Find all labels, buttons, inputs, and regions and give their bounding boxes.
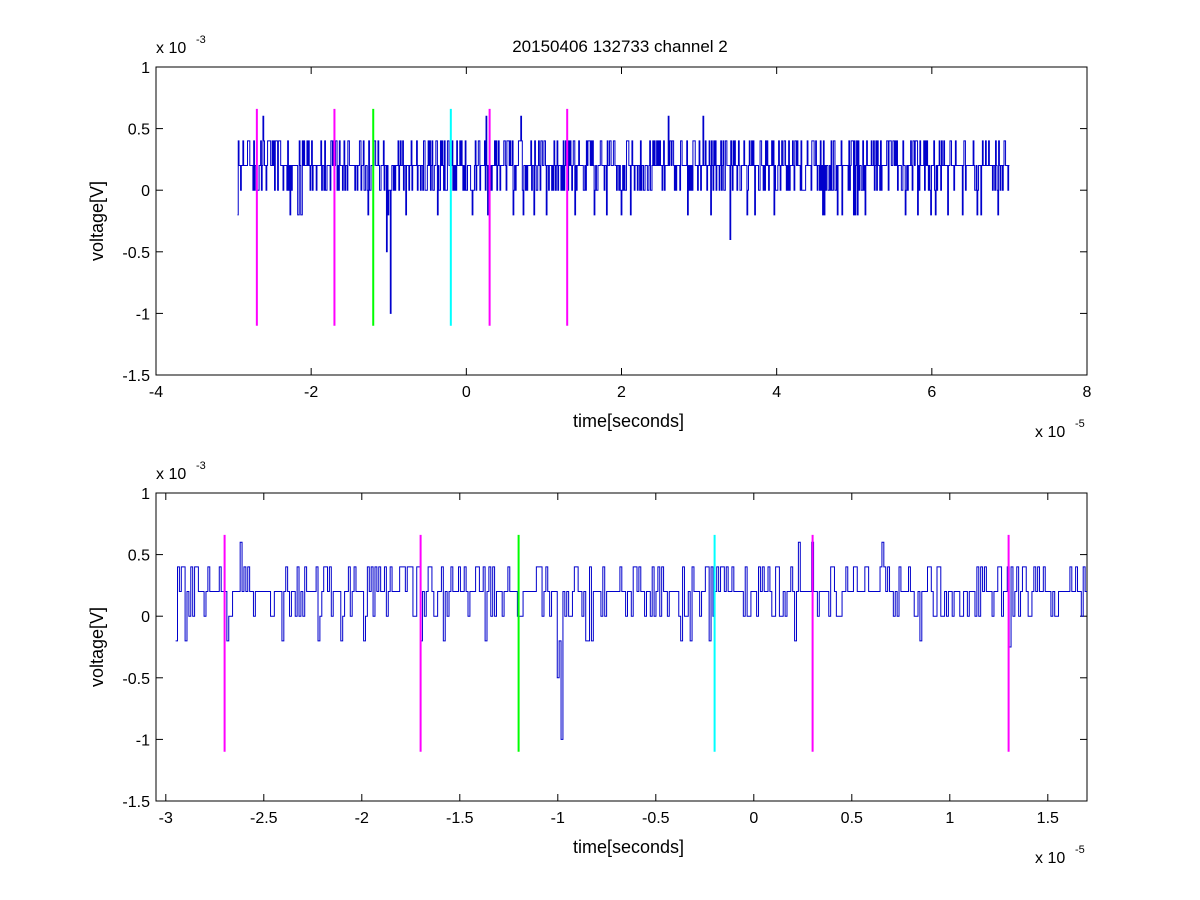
x-tick-label: 0.5 xyxy=(841,810,863,827)
x-tick-label: 8 xyxy=(1083,384,1092,401)
x-axis-label: time[seconds] xyxy=(573,411,684,431)
y-multiplier: x 10 xyxy=(156,40,186,57)
y-multiplier: x 10 xyxy=(156,466,186,483)
x-tick-label: -4 xyxy=(149,384,163,401)
y-tick-label: 0.5 xyxy=(128,548,150,565)
x-multiplier: x 10 xyxy=(1035,850,1065,867)
x-multiplier-exponent: -5 xyxy=(1075,418,1085,430)
y-tick-label: 0.5 xyxy=(128,122,150,139)
axes-frame xyxy=(155,492,1088,802)
y-axis-label: voltage[V] xyxy=(87,607,107,687)
y-multiplier-exponent: -3 xyxy=(196,460,206,472)
x-tick-label: 1.5 xyxy=(1037,810,1059,827)
y-tick-label: -1 xyxy=(136,306,150,323)
y-tick-label: 0 xyxy=(141,183,150,200)
figure-title: 20150406 132733 channel 2 xyxy=(512,37,728,56)
x-tick-label: -2 xyxy=(355,810,369,827)
y-tick-label: -1 xyxy=(136,732,150,749)
signal-trace xyxy=(237,115,1010,314)
y-tick-label: -0.5 xyxy=(122,245,150,262)
y-tick-label: -0.5 xyxy=(122,671,150,688)
x-tick-label: -2.5 xyxy=(250,810,278,827)
y-tick-label: 1 xyxy=(141,486,150,503)
y-tick-label: -1.5 xyxy=(122,368,150,385)
y-tick-label: 0 xyxy=(141,609,150,626)
axes-top-plot: -4 -2 0 2 4 6 8 -1.5 -1 -0.5 0 0.5 1 time[seconds] vol… xyxy=(87,34,1092,441)
y-tick-label: 1 xyxy=(141,60,150,77)
x-tick-label: -3 xyxy=(159,810,173,827)
y-multiplier-exponent: -3 xyxy=(196,34,206,46)
x-tick-label: 4 xyxy=(772,384,781,401)
axes-bottom-plot: -3 -2.5 -2 -1.5 -1 -0.5 0 0.5 1 1.5 -1.5 -1 -0.5 0 0.5… xyxy=(87,460,1088,867)
x-tick-label: 6 xyxy=(927,384,936,401)
x-multiplier-exponent: -5 xyxy=(1075,844,1085,856)
x-axis-label: time[seconds] xyxy=(573,837,684,857)
x-tick-label: 0 xyxy=(462,384,471,401)
y-tick-label: -1.5 xyxy=(122,794,150,811)
x-tick-label: -1 xyxy=(551,810,565,827)
x-tick-label: -1.5 xyxy=(446,810,474,827)
signal-trace xyxy=(175,541,1087,740)
x-tick-label: -0.5 xyxy=(642,810,670,827)
y-axis-label: voltage[V] xyxy=(87,181,107,261)
axes-frame xyxy=(155,66,1088,376)
x-tick-label: -2 xyxy=(304,384,318,401)
x-tick-label: 1 xyxy=(945,810,954,827)
x-tick-label: 2 xyxy=(617,384,626,401)
x-tick-label: 0 xyxy=(749,810,758,827)
x-multiplier: x 10 xyxy=(1035,424,1065,441)
